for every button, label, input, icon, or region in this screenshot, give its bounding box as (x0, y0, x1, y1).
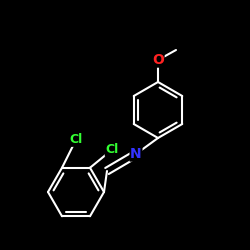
Text: Cl: Cl (70, 133, 82, 146)
Text: Cl: Cl (106, 143, 119, 156)
Text: O: O (152, 53, 164, 67)
Text: N: N (130, 147, 142, 161)
